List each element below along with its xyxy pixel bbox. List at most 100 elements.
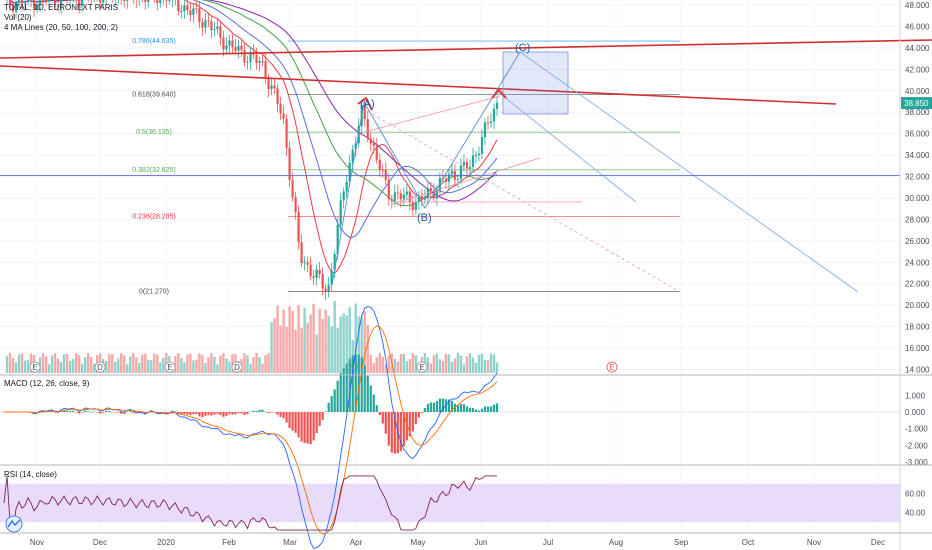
wave-a-label: (A)	[360, 98, 375, 110]
event-marker: D	[231, 361, 243, 373]
macd-histogram-bar	[294, 412, 297, 433]
candle-body	[309, 264, 312, 277]
volume-bar	[207, 357, 210, 373]
volume-bar	[62, 354, 66, 373]
macd-histogram-bar	[384, 412, 387, 434]
candle-body	[492, 108, 496, 122]
candle-body	[186, 5, 189, 11]
volume-bar	[117, 358, 120, 373]
macd-histogram-bar	[285, 412, 288, 423]
candle-body	[327, 284, 330, 292]
volume-bar	[372, 363, 375, 373]
volume-bar	[354, 303, 357, 373]
candle-body	[44, 0, 48, 2]
candle-body	[99, 0, 102, 3]
macd-histogram-bar	[96, 412, 99, 413]
price-tick-label: 30.000	[905, 194, 930, 203]
volume-bar	[414, 355, 418, 373]
volume-bar	[219, 355, 222, 373]
candle-body	[279, 104, 282, 114]
macd-histogram-bar	[357, 354, 360, 412]
macd-histogram-bar	[393, 412, 396, 454]
candle-body	[47, 0, 51, 2]
tradingview-logo-icon[interactable]	[5, 515, 23, 533]
volume-bar	[471, 357, 475, 373]
macd-histogram-bar	[375, 405, 378, 412]
candle-body	[204, 20, 207, 28]
candle-body	[282, 113, 285, 119]
volume-bar	[177, 353, 180, 373]
price-tick-label: 38.000	[905, 108, 930, 117]
wave-b-label: (B)	[417, 212, 432, 224]
macd-histogram-bar	[204, 412, 207, 416]
volume-bar	[267, 353, 270, 373]
macd-histogram-bar	[360, 357, 363, 412]
candle-body	[57, 5, 60, 7]
chart-title[interactable]: TOTAL, 1D, EURONEXT PARIS	[4, 3, 118, 12]
volume-bar	[276, 305, 279, 373]
macd-histogram-bar	[93, 411, 96, 412]
candle-body	[375, 146, 378, 160]
candle-body	[246, 61, 249, 63]
volume-bar	[123, 355, 126, 373]
candle-body	[348, 162, 351, 182]
macd-histogram-bar	[41, 410, 45, 412]
volume-bar	[435, 353, 439, 373]
macd-histogram-bar	[447, 399, 451, 412]
candle-body	[450, 171, 454, 175]
candle-body	[81, 0, 84, 6]
volume-bar	[183, 362, 186, 373]
macd-histogram-bar	[468, 407, 472, 412]
candle-body	[261, 60, 264, 62]
macd-histogram-bar	[348, 358, 351, 412]
time-tick-label: May	[410, 538, 425, 547]
candle-body	[240, 45, 243, 50]
ma-legend[interactable]: 4 MA Lines (20, 50, 100, 200, 2)	[4, 23, 118, 32]
signal-line	[4, 325, 498, 535]
volume-bar	[378, 353, 381, 373]
volume-bar	[56, 358, 60, 373]
macd-histogram-bar	[366, 375, 369, 412]
candle-body	[11, 5, 15, 12]
candle-body	[225, 45, 228, 50]
candle-body	[243, 49, 246, 63]
macd-histogram-bar	[246, 412, 249, 415]
time-tick-label: Nov	[30, 538, 44, 547]
macd-histogram-bar	[261, 409, 264, 412]
volume-bar	[300, 327, 303, 373]
macd-histogram-bar	[291, 412, 294, 431]
macd-histogram-bar	[333, 389, 336, 412]
macd-histogram-bar	[471, 407, 475, 412]
volume-bar	[186, 354, 189, 373]
macd-histogram-bar	[117, 412, 120, 413]
volume-bar	[231, 354, 234, 373]
volume-bar	[477, 354, 481, 373]
fib-level-label: 0.236(28.285)	[132, 213, 176, 220]
candle-body	[336, 224, 339, 255]
macd-histogram-bar	[162, 412, 165, 413]
candle-body	[462, 161, 466, 166]
volume-bar	[80, 363, 84, 373]
rsi-legend[interactable]: RSI (14, close)	[4, 470, 57, 479]
macd-tick-label: -3.000	[905, 458, 928, 467]
volume-legend[interactable]: Vol (20)	[4, 13, 32, 22]
projection-arrow	[497, 91, 637, 203]
macd-legend[interactable]: MACD (12, 26, close, 9)	[4, 379, 90, 388]
volume-bar	[225, 358, 228, 373]
event-marker: E	[416, 361, 428, 373]
candle-body	[32, 0, 36, 10]
event-marker: D	[94, 361, 106, 373]
volume-bar	[279, 325, 282, 373]
candle-body	[123, 0, 126, 2]
event-circle	[164, 361, 176, 373]
volume-bar	[393, 358, 396, 373]
volume-bar	[315, 334, 318, 373]
candle-body	[354, 143, 357, 150]
price-tick-label: 16.000	[905, 344, 930, 353]
candle-body	[351, 149, 354, 163]
candle-body	[23, 1, 27, 4]
macd-histogram-bar	[432, 402, 435, 412]
macd-histogram-bar	[282, 412, 285, 419]
macd-histogram-bar	[111, 412, 114, 413]
